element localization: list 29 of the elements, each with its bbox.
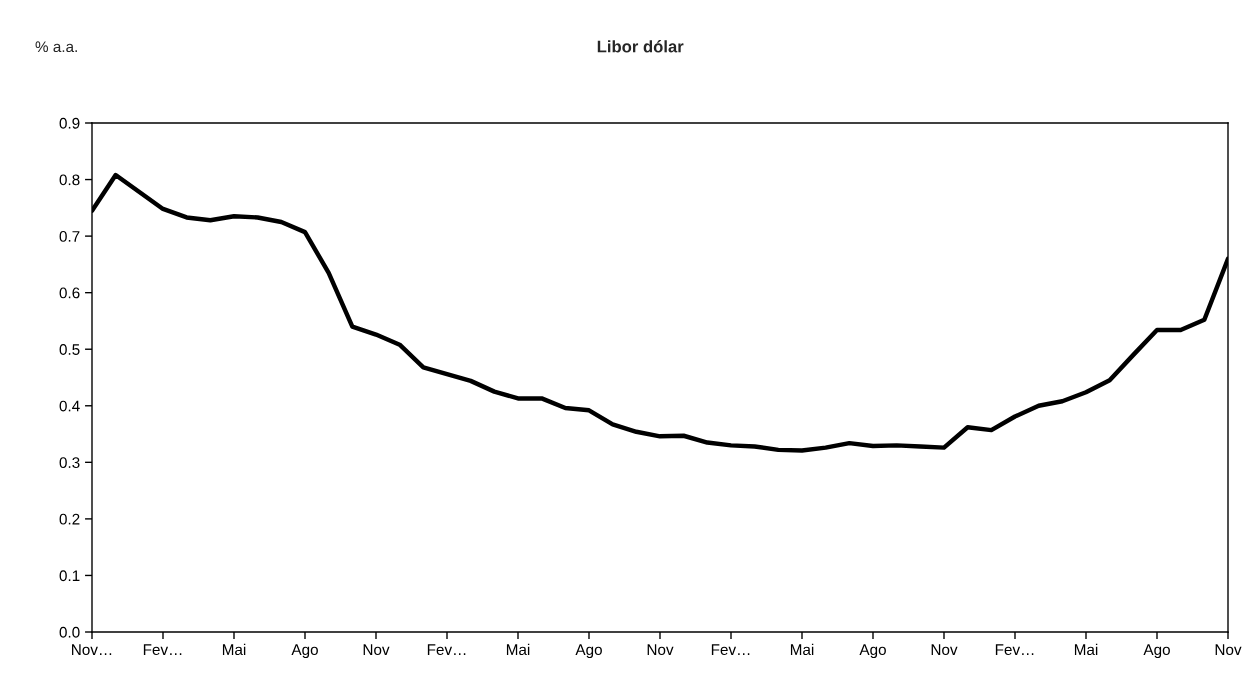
x-tick-label: Ago — [859, 644, 886, 659]
chart-title: Libor dólar — [597, 40, 684, 53]
x-tick-label: Mai — [506, 643, 530, 656]
y-tick-label: 0.2 — [59, 513, 80, 525]
x-tick-label: Fev… — [427, 644, 466, 656]
x-tick-label: Nov — [1215, 644, 1242, 656]
x-tick-label: Mai — [790, 643, 814, 656]
x-tick-label: Fev… — [995, 644, 1034, 656]
y-axis-title: % a.a. — [35, 41, 77, 53]
y-tick-label: 0.0 — [59, 626, 80, 638]
x-tick-label: Ago — [291, 644, 318, 659]
x-tick-label: Mai — [1074, 643, 1098, 656]
x-tick-label: Nov — [931, 644, 958, 656]
y-tick-label: 0.5 — [59, 344, 80, 355]
x-tick-label: Fev… — [711, 644, 750, 656]
x-tick-label: Mai — [222, 643, 246, 656]
y-tick-label: 0.7 — [59, 230, 80, 242]
x-tick-label: Nov — [647, 644, 674, 656]
x-tick-label: Fev… — [143, 644, 182, 656]
x-tick-label: Ago — [575, 644, 602, 659]
y-tick-label: 0.1 — [59, 570, 80, 582]
x-tick-label: Nov — [363, 644, 390, 656]
y-tick-label: 0.6 — [59, 287, 80, 299]
y-tick-label: 0.3 — [59, 457, 80, 469]
y-tick-label: 0.9 — [59, 117, 80, 129]
x-tick-label: Ago — [1143, 644, 1170, 659]
x-tick-label: Nov… — [72, 644, 112, 656]
y-tick-label: 0.4 — [59, 400, 80, 412]
y-tick-label: 0.8 — [59, 174, 80, 186]
